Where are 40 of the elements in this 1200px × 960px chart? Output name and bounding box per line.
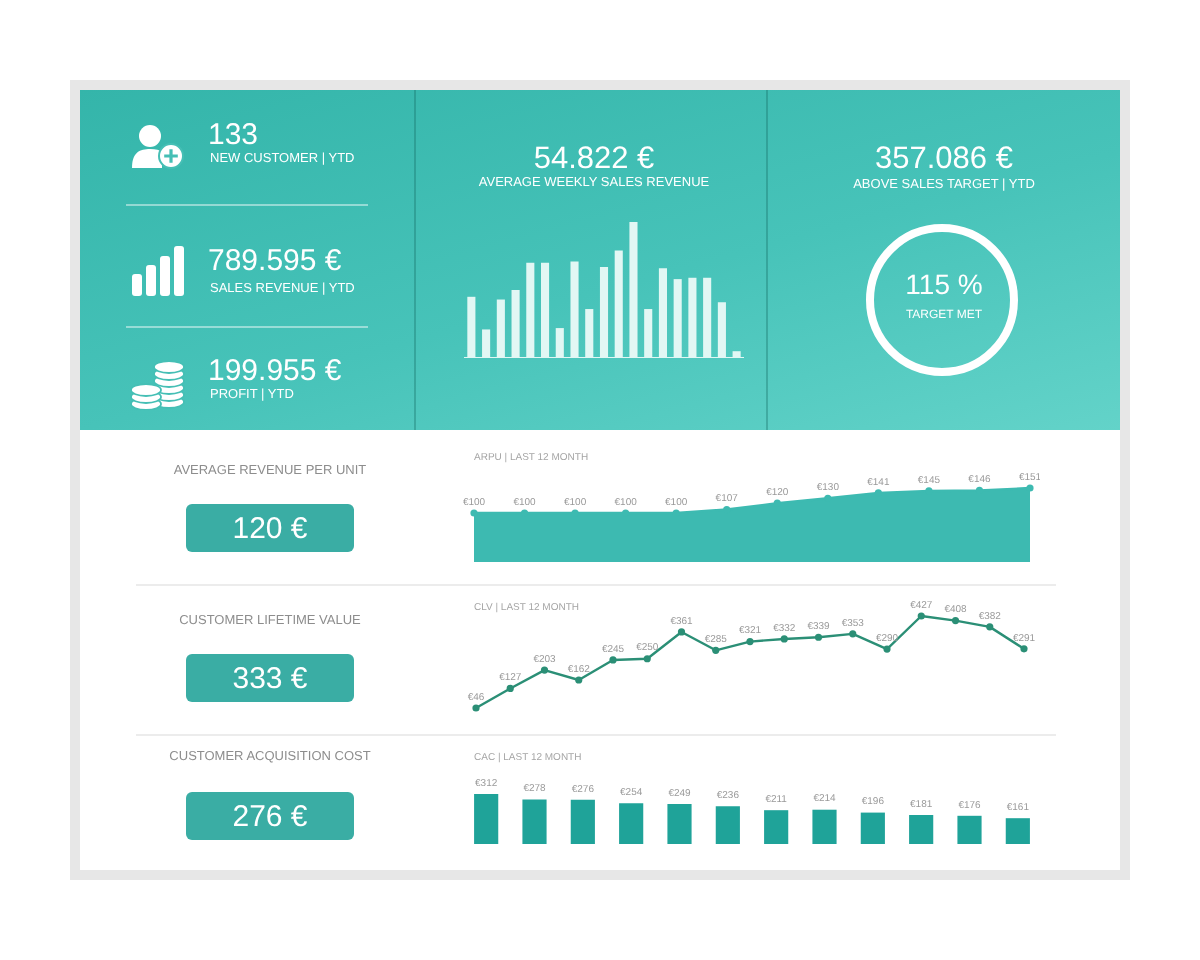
bar [619, 803, 644, 844]
point [1020, 645, 1028, 653]
bar [667, 804, 692, 844]
point [1026, 484, 1034, 492]
point [746, 638, 754, 646]
bar [860, 812, 885, 844]
point [540, 666, 549, 674]
point [951, 616, 960, 625]
bar [715, 806, 740, 844]
text: 789.595 € [208, 244, 342, 278]
text: 276 € [232, 800, 308, 834]
text: 54.822 € [533, 142, 655, 176]
point [609, 656, 617, 664]
bar [1005, 818, 1030, 844]
point [470, 509, 478, 517]
point [814, 633, 823, 641]
point [643, 655, 651, 663]
bar [764, 810, 789, 844]
point [780, 635, 788, 643]
text: 133 [208, 118, 259, 152]
text: 333 € [232, 662, 308, 696]
point [677, 628, 686, 636]
point [506, 684, 514, 693]
text: 357.086 € [875, 142, 1013, 176]
bar [474, 794, 499, 844]
point [849, 630, 857, 638]
text: 120 € [232, 512, 308, 546]
point [986, 623, 994, 631]
point [712, 646, 720, 654]
text: 199.955 € [208, 354, 342, 388]
point [472, 704, 480, 712]
bar [570, 799, 595, 844]
point [883, 645, 891, 653]
text: 115 % [905, 268, 983, 300]
point [575, 676, 583, 684]
bar [957, 815, 982, 844]
point [917, 612, 925, 620]
bar [522, 799, 547, 844]
bar [909, 814, 934, 844]
bar [812, 809, 837, 844]
